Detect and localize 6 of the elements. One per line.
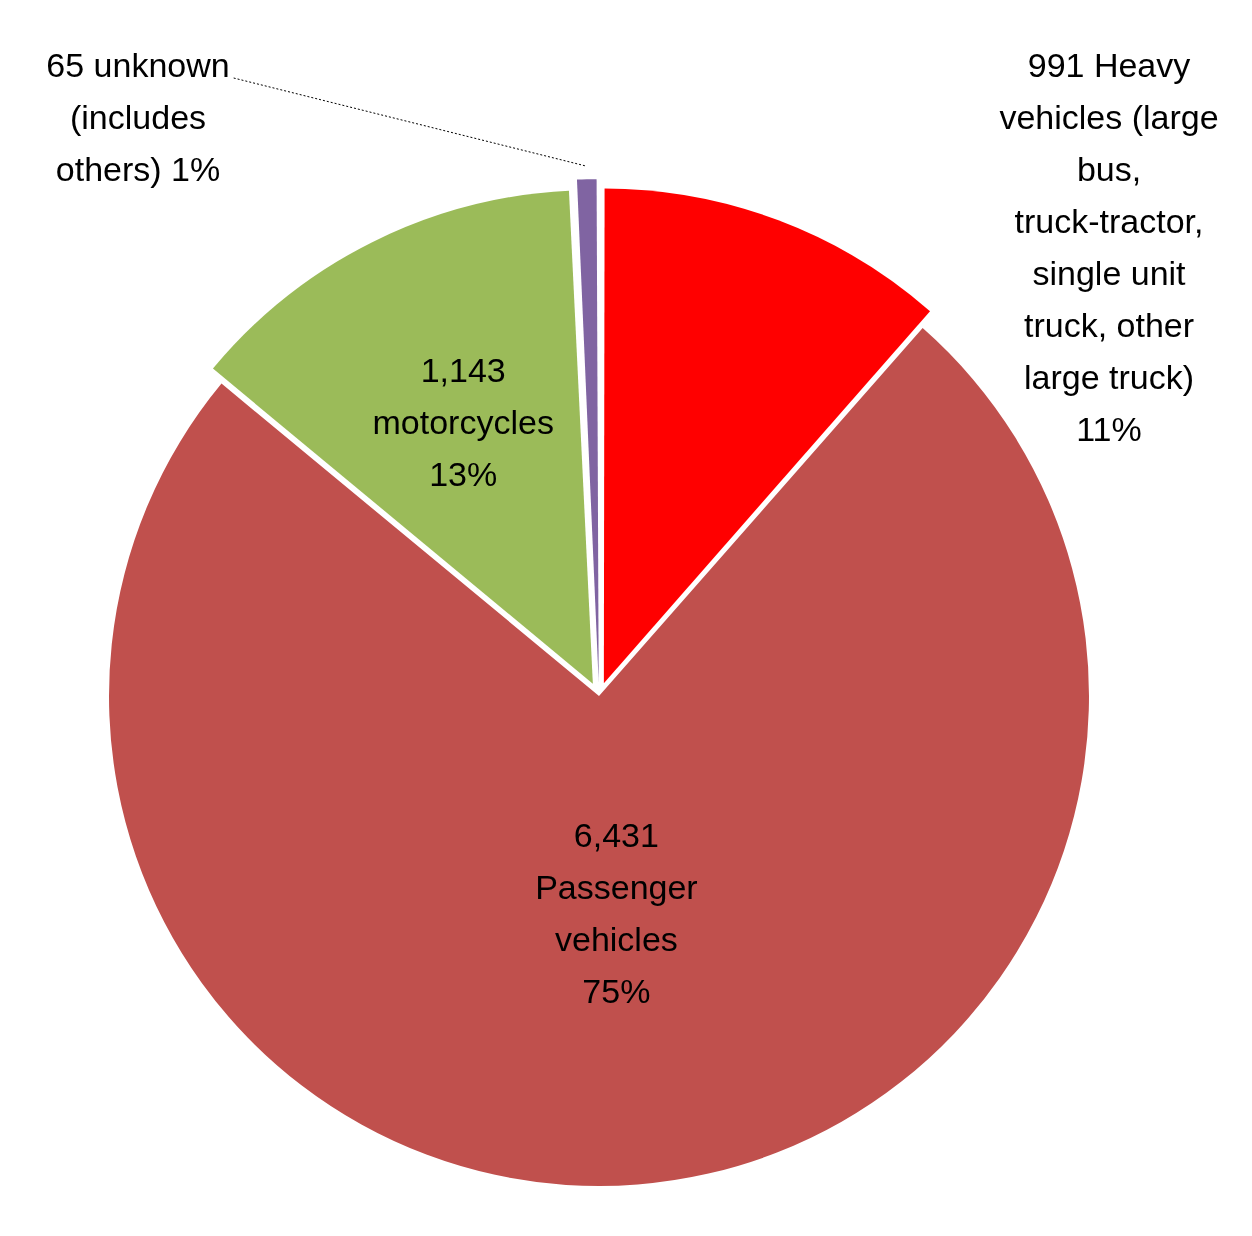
slice-label: 991 Heavy vehicles (large bus, truck-tractor, single unit truck, other large truck) 11% [999, 46, 1219, 449]
slice-label: 65 unknown (includes others) 1% [46, 46, 230, 189]
data-label: 1,143 [420, 350, 506, 389]
slice-label: motorcycles 13% [372, 402, 554, 493]
slice-label: Passenger vehicles 75% [535, 868, 698, 1011]
data-label: 6,431 [573, 816, 659, 855]
